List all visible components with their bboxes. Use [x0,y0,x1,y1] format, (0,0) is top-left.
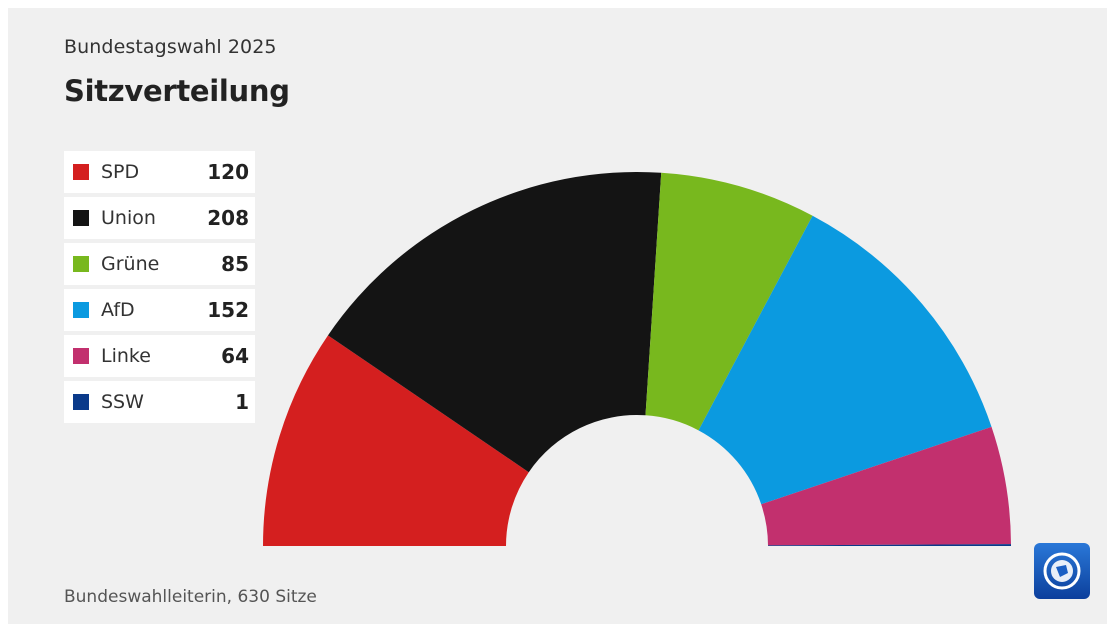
seat-segment-afd [698,215,992,505]
legend-swatch [73,164,89,180]
legend-seat-count: 85 [221,252,249,276]
chart-kicker: Bundestagswahl 2025 [64,36,277,58]
legend-item-gr-ne: Grüne 85 [64,243,255,285]
seat-segment-linke [761,426,1011,546]
seat-segment-gr-ne [645,172,813,431]
legend-seat-count: 208 [207,206,249,230]
source-note: Bundeswahlleiterin, 630 Sitze [64,587,317,607]
legend-swatch [73,302,89,318]
legend-item-ssw: SSW 1 [64,381,255,423]
legend-item-union: Union 208 [64,197,255,239]
legend-party-name: Linke [101,345,151,367]
legend-swatch [73,394,89,410]
legend-item-linke: Linke 64 [64,335,255,377]
legend-seat-count: 64 [221,344,249,368]
legend-swatch [73,256,89,272]
legend-party-name: AfD [101,299,135,321]
legend-party-name: Grüne [101,253,160,275]
legend-party-name: Union [101,207,156,229]
legend-swatch [73,348,89,364]
legend-party-name: SSW [101,391,144,413]
legend-seat-count: 120 [207,160,249,184]
legend-item-afd: AfD 152 [64,289,255,331]
chart-title: Sitzverteilung [64,74,290,108]
legend-seat-count: 1 [235,390,249,414]
seat-segment-union [327,172,662,473]
legend-item-spd: SPD 120 [64,151,255,193]
seat-segment-ssw [767,544,1011,546]
tagesschau-logo-icon [1034,543,1090,599]
seat-segment-spd [263,335,529,546]
legend-swatch [73,210,89,226]
legend-party-name: SPD [101,161,140,183]
legend-seat-count: 152 [207,298,249,322]
legend: SPD 120 Union 208 Grüne 85 AfD 152 Linke 64 SSW 1 [64,151,255,427]
